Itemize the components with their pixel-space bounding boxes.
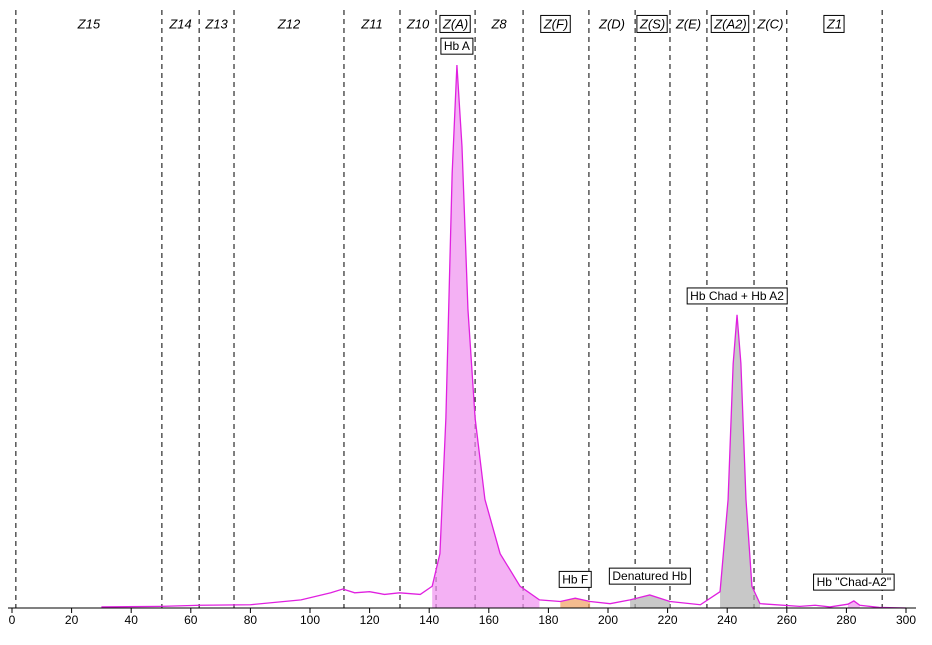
zone-box xyxy=(636,14,668,33)
peak-label: Hb A xyxy=(444,39,470,53)
zone-label: Z13 xyxy=(204,16,228,31)
zone-label: Z1 xyxy=(826,16,842,31)
zone-label: Z12 xyxy=(277,16,301,31)
x-tick-label: 260 xyxy=(777,613,797,627)
zone-label: Z(A2) xyxy=(713,16,747,31)
trace xyxy=(101,64,907,609)
zone-label: Z(F) xyxy=(543,16,569,31)
x-tick-label: 180 xyxy=(538,613,558,627)
zone-label: Z10 xyxy=(406,16,430,31)
x-tick-label: 160 xyxy=(479,613,499,627)
zone-label: Z(C) xyxy=(756,16,783,31)
peak-label: Hb "Chad-A2" xyxy=(817,575,892,589)
x-tick-label: 0 xyxy=(9,613,16,627)
zone-box xyxy=(710,14,750,33)
zone-box xyxy=(823,14,845,33)
peak-label-box xyxy=(558,570,592,588)
peak-label: Hb F xyxy=(562,572,588,586)
x-tick-label: 200 xyxy=(598,613,618,627)
x-tick-label: 300 xyxy=(896,613,916,627)
peak-label: Hb Chad + Hb A2 xyxy=(690,289,784,303)
peak-label-box xyxy=(813,573,895,591)
zone-box xyxy=(540,14,571,33)
peak-label-box xyxy=(440,37,474,55)
zone-label: Z11 xyxy=(360,16,382,31)
peak-fill xyxy=(560,598,591,608)
x-tick-label: 120 xyxy=(360,613,380,627)
x-tick-label: 40 xyxy=(125,613,139,627)
peak-label-box xyxy=(686,287,788,305)
peak-label: Denatured Hb xyxy=(612,569,687,583)
zone-box xyxy=(439,14,471,33)
zone-label: Z(E) xyxy=(675,16,701,31)
x-tick-label: 80 xyxy=(244,613,258,627)
x-tick-label: 280 xyxy=(836,613,856,627)
x-tick-label: 140 xyxy=(419,613,439,627)
x-tick-label: 220 xyxy=(658,613,678,627)
zone-label: Z8 xyxy=(490,16,507,31)
x-tick-label: 20 xyxy=(65,613,79,627)
x-tick-label: 100 xyxy=(300,613,320,627)
zone-label: Z(S) xyxy=(639,16,665,31)
peak-label-box xyxy=(608,567,691,585)
x-tick-label: 60 xyxy=(184,613,198,627)
zone-label: Z(D) xyxy=(598,16,625,31)
peak-fill xyxy=(720,314,760,608)
peak-fill xyxy=(432,65,540,608)
peak-fill xyxy=(630,594,670,608)
zone-label: Z14 xyxy=(168,16,191,31)
zone-label: Z15 xyxy=(77,16,101,31)
x-tick-label: 240 xyxy=(717,613,737,627)
zone-label: Z(A) xyxy=(442,16,468,31)
